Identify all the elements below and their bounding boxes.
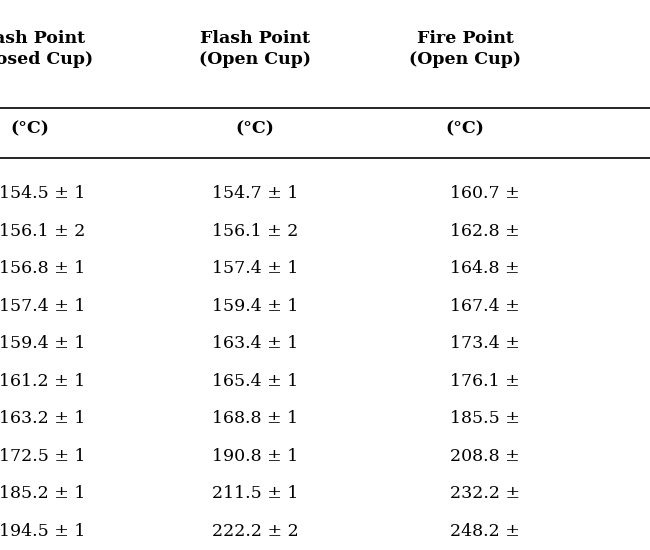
Text: 156.1 ± 2: 156.1 ± 2 [0,223,85,240]
Text: 159.4 ± 1: 159.4 ± 1 [212,298,298,315]
Text: 154.5 ± 1: 154.5 ± 1 [0,185,85,202]
Text: Flash Point
(Closed Cup): Flash Point (Closed Cup) [0,30,93,68]
Text: (°C): (°C) [235,120,274,137]
Text: 222.2 ± 2: 222.2 ± 2 [212,522,298,540]
Text: 157.4 ± 1: 157.4 ± 1 [212,260,298,277]
Text: 157.4 ± 1: 157.4 ± 1 [0,298,85,315]
Text: 173.4 ±: 173.4 ± [450,336,520,352]
Text: 161.2 ± 1: 161.2 ± 1 [0,373,85,390]
Text: 154.7 ± 1: 154.7 ± 1 [212,185,298,202]
Text: Fire Point
(Open Cup): Fire Point (Open Cup) [409,30,521,68]
Text: 185.2 ± 1: 185.2 ± 1 [0,485,85,502]
Text: 159.4 ± 1: 159.4 ± 1 [0,336,85,352]
Text: 232.2 ±: 232.2 ± [450,485,520,502]
Text: Flash Point
(Open Cup): Flash Point (Open Cup) [199,30,311,68]
Text: 211.5 ± 1: 211.5 ± 1 [212,485,298,502]
Text: 168.8 ± 1: 168.8 ± 1 [212,410,298,427]
Text: 163.2 ± 1: 163.2 ± 1 [0,410,85,427]
Text: 185.5 ±: 185.5 ± [450,410,520,427]
Text: 167.4 ±: 167.4 ± [450,298,520,315]
Text: 165.4 ± 1: 165.4 ± 1 [212,373,298,390]
Text: 156.1 ± 2: 156.1 ± 2 [212,223,298,240]
Text: 248.2 ±: 248.2 ± [450,522,520,540]
Text: 190.8 ± 1: 190.8 ± 1 [212,448,298,465]
Text: 194.5 ± 1: 194.5 ± 1 [0,522,85,540]
Text: (°C): (°C) [10,120,49,137]
Text: 176.1 ±: 176.1 ± [450,373,520,390]
Text: 160.7 ±: 160.7 ± [450,185,520,202]
Text: (°C): (°C) [445,120,484,137]
Text: 208.8 ±: 208.8 ± [450,448,520,465]
Text: 164.8 ±: 164.8 ± [450,260,519,277]
Text: 172.5 ± 1: 172.5 ± 1 [0,448,85,465]
Text: 162.8 ±: 162.8 ± [450,223,520,240]
Text: 163.4 ± 1: 163.4 ± 1 [212,336,298,352]
Text: 156.8 ± 1: 156.8 ± 1 [0,260,85,277]
